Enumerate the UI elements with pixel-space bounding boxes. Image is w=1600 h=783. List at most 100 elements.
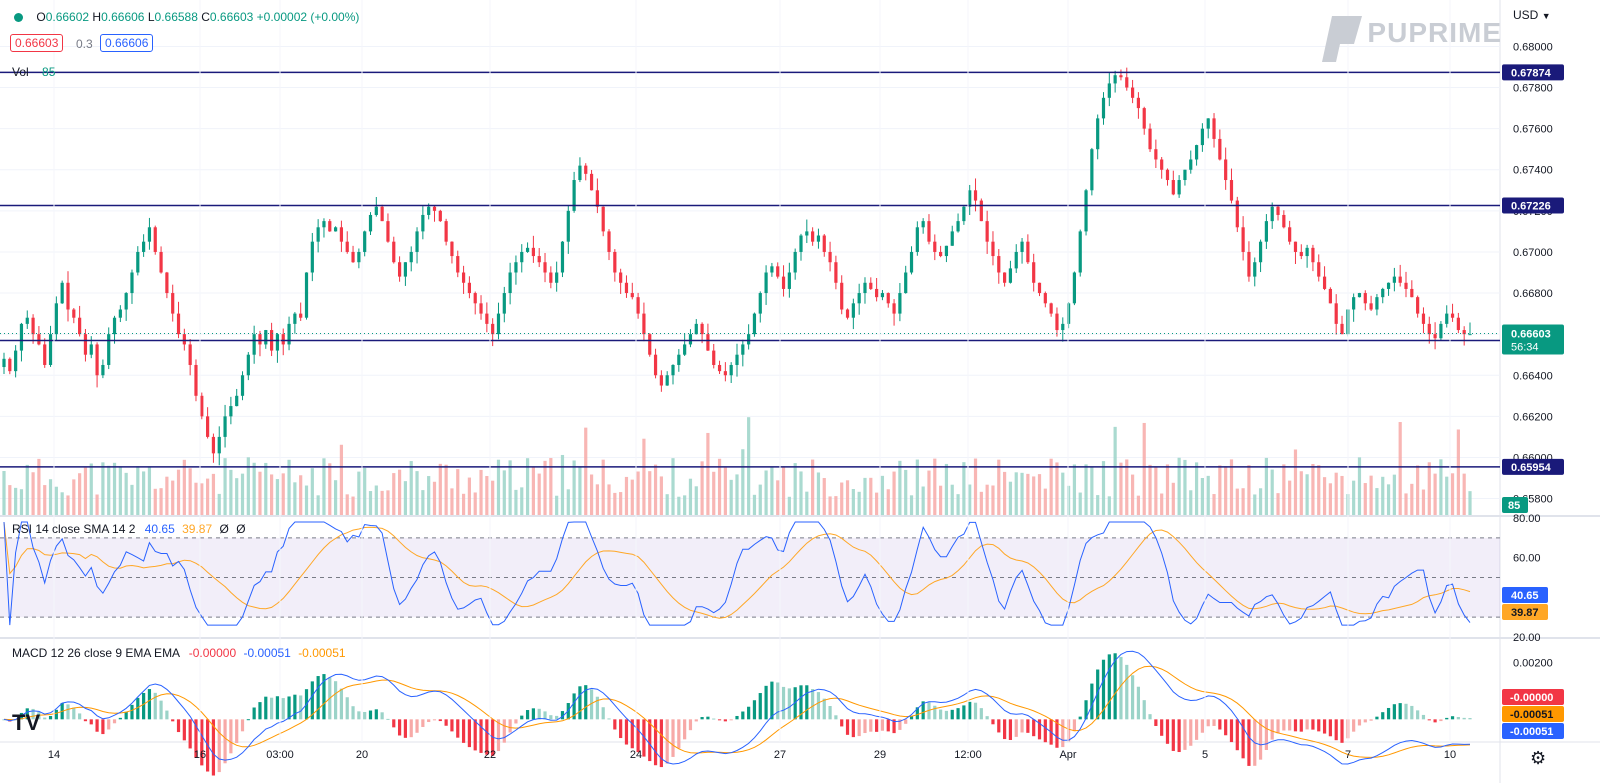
candle-body [653,354,658,376]
volume-bar [968,484,972,515]
macd-histogram-bar [892,719,896,734]
volume-bar [8,485,12,515]
volume-bar [659,476,663,515]
volume-bar [206,478,210,515]
macd-histogram-bar [1322,719,1327,734]
rsi-last-tag [1502,587,1548,604]
gear-icon[interactable]: ⚙ [1530,748,1547,768]
macd-histogram-bar [333,681,338,720]
volume-bar [863,477,867,515]
candle-body [473,293,477,304]
volume-bar [147,467,152,515]
macd-histogram-bar [363,711,367,720]
macd-histogram-bar [1200,719,1204,733]
macd-histogram-bar [240,719,245,732]
close-value: 0.66603 [209,10,254,24]
candle-body [752,313,757,335]
macd-histogram-bar [1276,719,1280,734]
volume-bar [1020,472,1024,515]
volume-bar [729,479,733,515]
candle-body [700,323,704,335]
macd-histogram-bar [653,719,658,766]
volume-bar [386,490,390,515]
volume-bar [1200,477,1204,515]
candle-body [1061,323,1065,331]
candle-body [25,317,29,324]
macd-histogram-bar [781,686,786,720]
volume-bar [1090,466,1094,515]
macd-histogram-bar [1014,719,1018,737]
macd-histogram-bar [834,715,838,720]
candle-body [595,190,599,207]
macd-last-label: -0.00000 [1510,692,1553,704]
candle-body [991,241,995,257]
macd-histogram-bar [793,687,797,720]
macd-histogram-bar [787,688,791,720]
macd-histogram-bar [799,685,803,720]
macd-histogram-bar [1247,719,1251,766]
time-tick-label: 14 [48,749,60,761]
volume-bar [159,488,163,515]
candle-body [1008,268,1013,283]
candle-body [1136,97,1141,109]
volume-bar [1154,466,1158,515]
candle-body [799,235,803,252]
candle-body [997,256,1001,273]
candle-body [979,200,983,222]
level-tag [1502,197,1564,214]
candle-body [898,293,902,314]
volume-bar [270,474,274,515]
buy-price-button[interactable]: 0.66606 [100,34,154,52]
candle-body [1003,272,1007,283]
currency-selector[interactable]: USD ▼ [1513,8,1551,22]
macd-histogram-bar [1125,664,1129,720]
candle-body [89,344,93,355]
volume-bar [915,459,919,515]
macd-histogram-bar [322,674,326,720]
volume-bar [25,464,29,515]
volume-bar [1363,483,1367,515]
macd-histogram-bar [857,719,861,737]
candle-body [555,272,559,283]
tradingview-logo[interactable]: TV [12,710,41,735]
candle-body [566,210,570,242]
candle-body [380,206,384,222]
macd-histogram-bar [415,719,419,733]
macd-histogram-bar [1334,719,1338,741]
price-tick-label: 0.67400 [1513,165,1553,177]
macd-histogram-bar [403,719,408,738]
volume-bar [235,478,239,515]
sell-price-button[interactable]: 0.66603 [10,34,64,52]
candle-body [240,375,245,396]
volume-bar [1421,489,1426,515]
candle-body [43,344,47,365]
volume-bar [258,471,262,515]
macd-histogram-bar [1224,719,1228,736]
volume-bar [1229,459,1234,515]
volume-bar [1136,495,1141,515]
macd-histogram-bar [1160,719,1164,736]
macd-histogram-bar [1229,719,1234,743]
candle-body [432,206,437,211]
candle-body [60,282,64,304]
candle-body [1130,87,1135,98]
macd-histogram-bar [1317,719,1321,732]
candle-body [427,206,431,215]
volume-bar [363,467,367,515]
volume-bar [1468,491,1472,515]
macd-histogram-bar [438,719,442,722]
macd-histogram-bar [1352,719,1356,732]
macd-histogram-bar [502,719,506,743]
volume-bar [444,464,448,515]
candle-body [659,375,663,386]
candle-body [787,272,791,289]
candle-body [1113,75,1117,84]
macd-histogram-bar [869,719,873,732]
candle-body [112,317,117,335]
price-tick-label: 0.66800 [1513,288,1553,300]
candle-body [206,416,210,437]
macd-histogram-bar [921,701,925,720]
volume-bar [595,484,599,515]
